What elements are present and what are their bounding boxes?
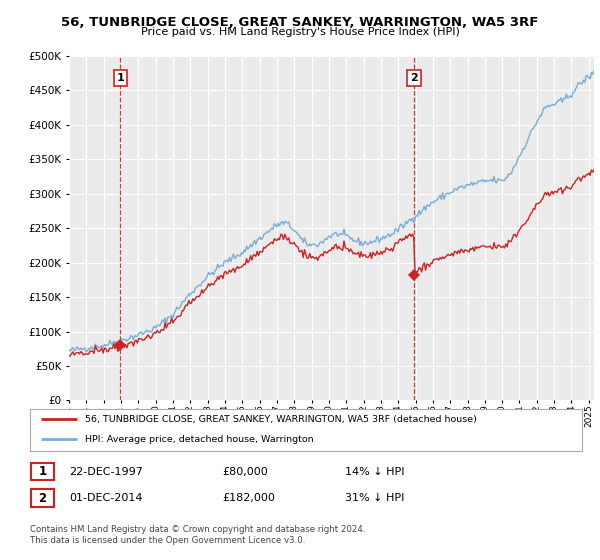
Text: 1: 1 xyxy=(38,465,47,478)
Text: 56, TUNBRIDGE CLOSE, GREAT SANKEY, WARRINGTON, WA5 3RF: 56, TUNBRIDGE CLOSE, GREAT SANKEY, WARRI… xyxy=(61,16,539,29)
Text: 56, TUNBRIDGE CLOSE, GREAT SANKEY, WARRINGTON, WA5 3RF (detached house): 56, TUNBRIDGE CLOSE, GREAT SANKEY, WARRI… xyxy=(85,415,477,424)
Text: £80,000: £80,000 xyxy=(222,466,268,477)
Text: HPI: Average price, detached house, Warrington: HPI: Average price, detached house, Warr… xyxy=(85,435,314,444)
Text: 2: 2 xyxy=(38,492,47,505)
Text: 01-DEC-2014: 01-DEC-2014 xyxy=(69,493,143,503)
Text: Price paid vs. HM Land Registry's House Price Index (HPI): Price paid vs. HM Land Registry's House … xyxy=(140,27,460,37)
Text: 14% ↓ HPI: 14% ↓ HPI xyxy=(345,466,404,477)
Text: 22-DEC-1997: 22-DEC-1997 xyxy=(69,466,143,477)
Text: £182,000: £182,000 xyxy=(222,493,275,503)
Text: 2: 2 xyxy=(410,73,418,83)
Text: Contains HM Land Registry data © Crown copyright and database right 2024.
This d: Contains HM Land Registry data © Crown c… xyxy=(30,525,365,545)
Text: 31% ↓ HPI: 31% ↓ HPI xyxy=(345,493,404,503)
Text: 1: 1 xyxy=(116,73,124,83)
